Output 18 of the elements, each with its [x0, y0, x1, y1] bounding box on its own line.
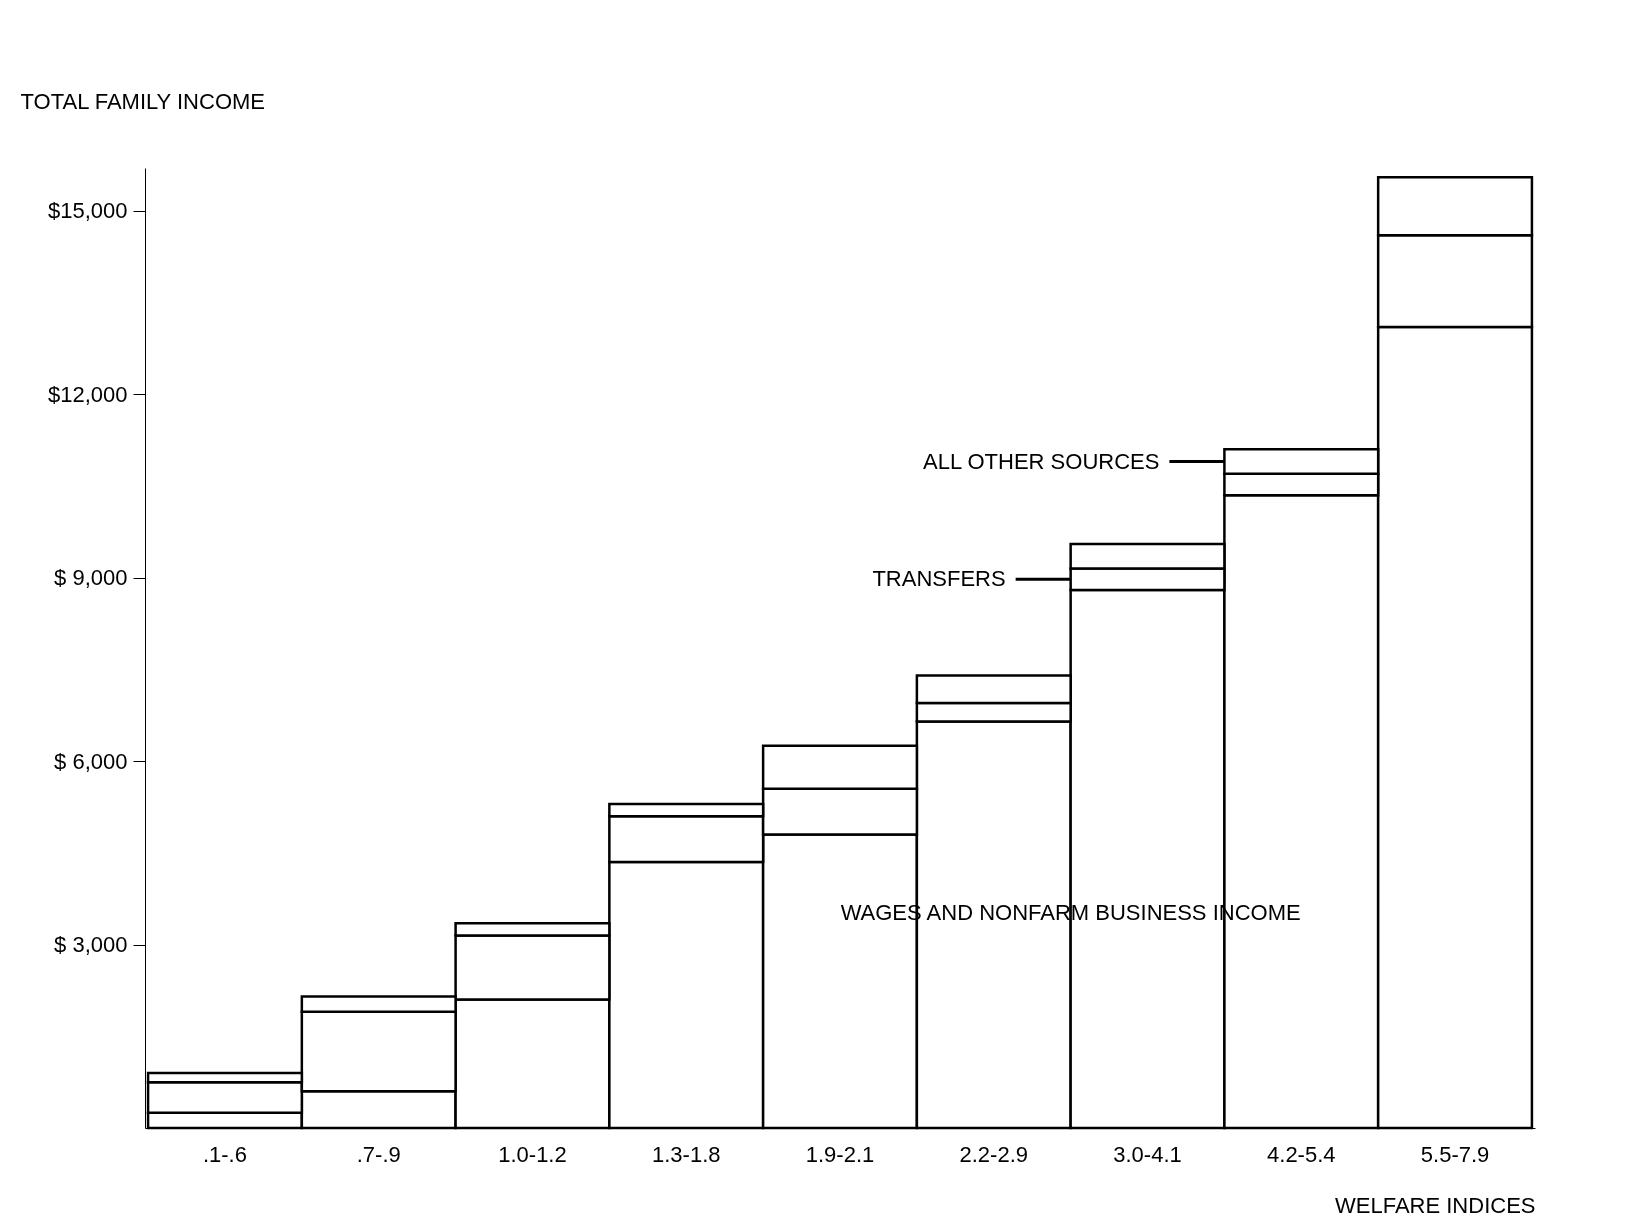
x-tick-label: 1.3-1.8: [651, 1141, 721, 1167]
x-tick-label: 4.2-5.4: [1267, 1141, 1336, 1167]
x-tick-label: 3.0-4.1: [1113, 1141, 1182, 1167]
x-tick-label: 5.5-7.9: [1420, 1141, 1490, 1167]
x-tick-label: .1-.6: [202, 1141, 247, 1167]
y-tick-label: $12,000: [47, 381, 128, 407]
x-tick-label: 1.9-2.1: [805, 1141, 875, 1167]
legend-label: ALL OTHER SOURCES: [923, 448, 1160, 474]
x-tick-label: 1.0-1.2: [498, 1141, 567, 1167]
legend-label: TRANSFERS: [872, 566, 1006, 592]
x-tick-label: 2.2-2.9: [959, 1141, 1029, 1167]
y-tick-label: $ 6,000: [54, 748, 128, 774]
y-tick-label: $ 9,000: [54, 565, 128, 591]
y-axis-title: TOTAL FAMILY INCOME: [20, 88, 265, 114]
x-axis-title: WELFARE INDICES: [1335, 1192, 1536, 1217]
y-tick-label: $ 3,000: [54, 932, 128, 958]
x-tick-label: .7-.9: [356, 1141, 401, 1167]
y-tick-label: $15,000: [47, 198, 128, 224]
